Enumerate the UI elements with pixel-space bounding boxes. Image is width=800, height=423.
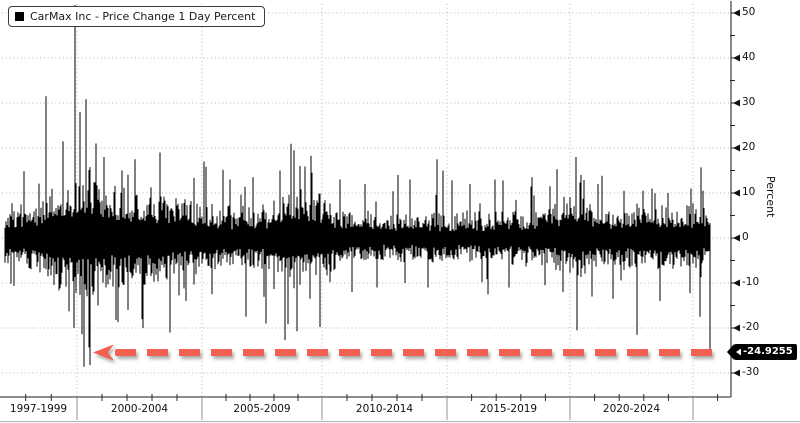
y-tick-arrow-icon bbox=[733, 99, 740, 107]
y-tick-arrow-icon bbox=[733, 189, 740, 197]
y-tick-label: -30 bbox=[742, 366, 760, 378]
badge-pointer-icon bbox=[727, 344, 734, 360]
y-tick-label: 50 bbox=[742, 6, 756, 18]
x-section-label: 2015-2019 bbox=[479, 403, 538, 415]
y-tick-label: 0 bbox=[742, 231, 749, 243]
trend-annotation-arrow[interactable] bbox=[93, 344, 714, 361]
y-tick-label: -20 bbox=[742, 321, 760, 333]
y-tick-arrow-icon bbox=[733, 144, 740, 152]
last-value-label: -24.9255 bbox=[743, 346, 793, 357]
y-tick-label: -10 bbox=[742, 276, 760, 288]
x-section-label: 2000-2004 bbox=[110, 403, 169, 415]
y-tick-label: 20 bbox=[742, 141, 756, 153]
y-tick-arrow-icon bbox=[733, 369, 740, 377]
x-section-label: 2010-2014 bbox=[355, 403, 414, 415]
y-tick-arrow-icon bbox=[733, 234, 740, 242]
y-tick-arrow-icon bbox=[733, 324, 740, 332]
y-tick-arrow-icon bbox=[733, 279, 740, 287]
x-section-label: 1997-1999 bbox=[9, 403, 68, 415]
y-tick-label: 10 bbox=[742, 186, 756, 198]
series-swatch-icon bbox=[15, 12, 24, 21]
legend-label: CarMax Inc - Price Change 1 Day Percent bbox=[30, 10, 256, 23]
y-axis-title: Percent bbox=[764, 176, 777, 218]
y-tick-label: 30 bbox=[742, 96, 756, 108]
legend[interactable]: CarMax Inc - Price Change 1 Day Percent bbox=[8, 6, 266, 27]
y-tick-arrow-icon bbox=[733, 54, 740, 62]
last-value-badge: -24.9255 bbox=[727, 344, 797, 360]
badge-mini-arrow-icon bbox=[736, 348, 741, 356]
x-section-label: 2020-2024 bbox=[602, 403, 661, 415]
y-tick-arrow-icon bbox=[733, 9, 740, 17]
x-section-label: 2005-2009 bbox=[233, 403, 291, 415]
arrow-dashes bbox=[115, 349, 714, 356]
arrow-head-icon bbox=[93, 344, 114, 361]
y-tick-label: 40 bbox=[742, 51, 756, 63]
series-path bbox=[4, 5, 711, 367]
